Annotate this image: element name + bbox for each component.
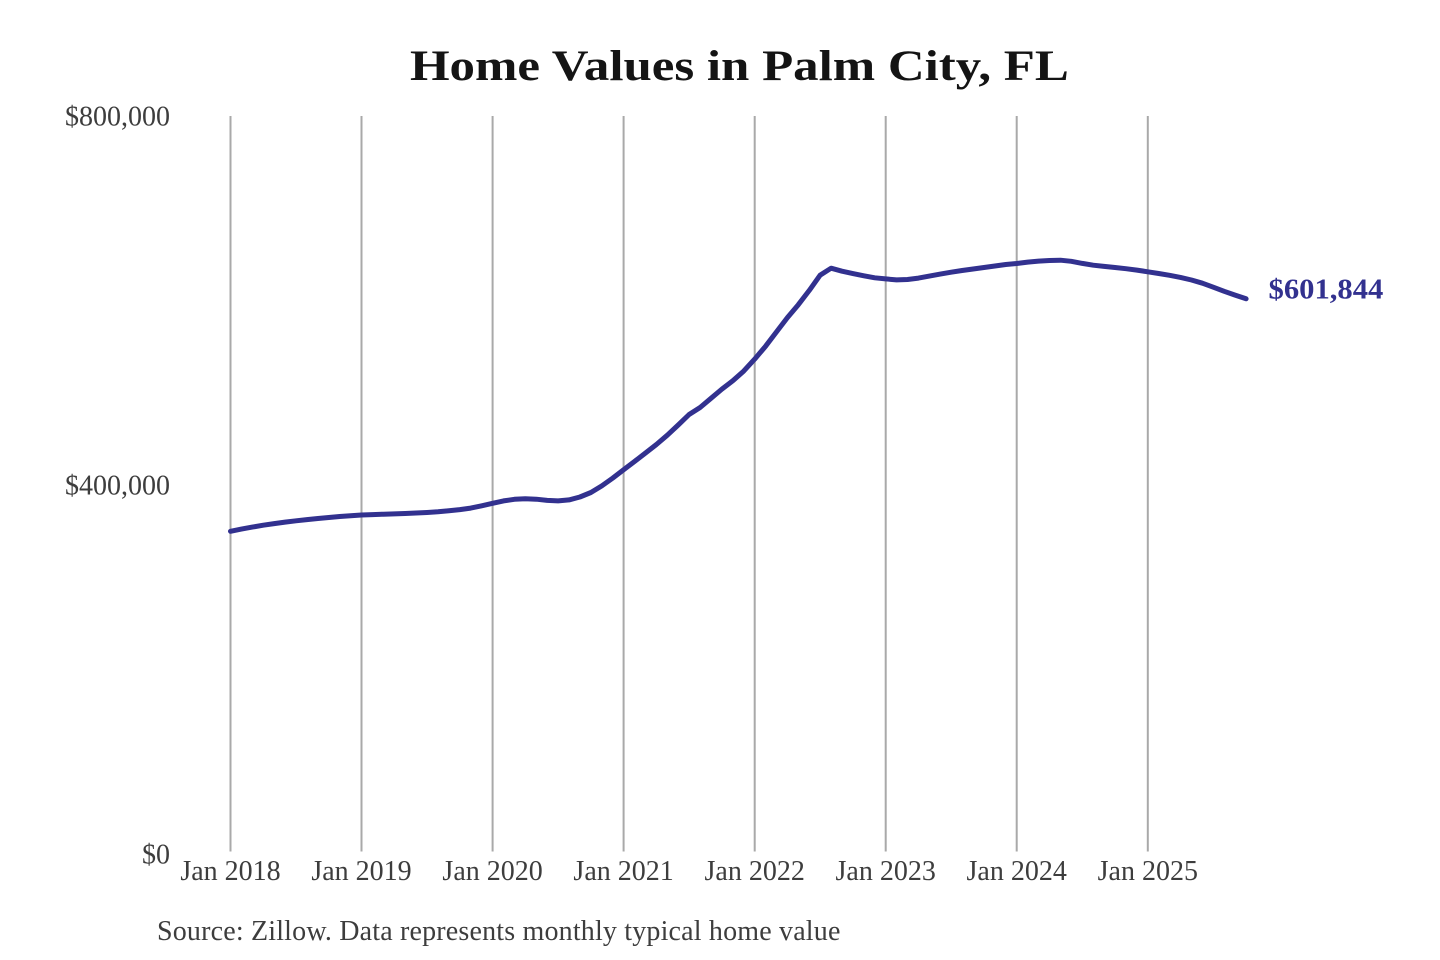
svg-text:Home Values in Palm City, FL: Home Values in Palm City, FL: [410, 43, 1069, 90]
svg-text:$0: $0: [142, 839, 170, 870]
svg-text:Jan 2019: Jan 2019: [311, 856, 411, 887]
svg-text:Jan 2024: Jan 2024: [967, 856, 1067, 887]
svg-text:$601,844: $601,844: [1269, 274, 1384, 305]
svg-text:Source: Zillow. Data represent: Source: Zillow. Data represents monthly …: [157, 916, 841, 947]
svg-text:$400,000: $400,000: [65, 470, 170, 501]
svg-text:Jan 2021: Jan 2021: [573, 856, 673, 887]
svg-text:$800,000: $800,000: [65, 101, 170, 132]
svg-text:Jan 2025: Jan 2025: [1098, 856, 1198, 887]
svg-text:Jan 2023: Jan 2023: [836, 856, 936, 887]
svg-text:Jan 2020: Jan 2020: [442, 856, 542, 887]
svg-text:Jan 2022: Jan 2022: [705, 856, 805, 887]
svg-text:Jan 2018: Jan 2018: [180, 856, 280, 887]
